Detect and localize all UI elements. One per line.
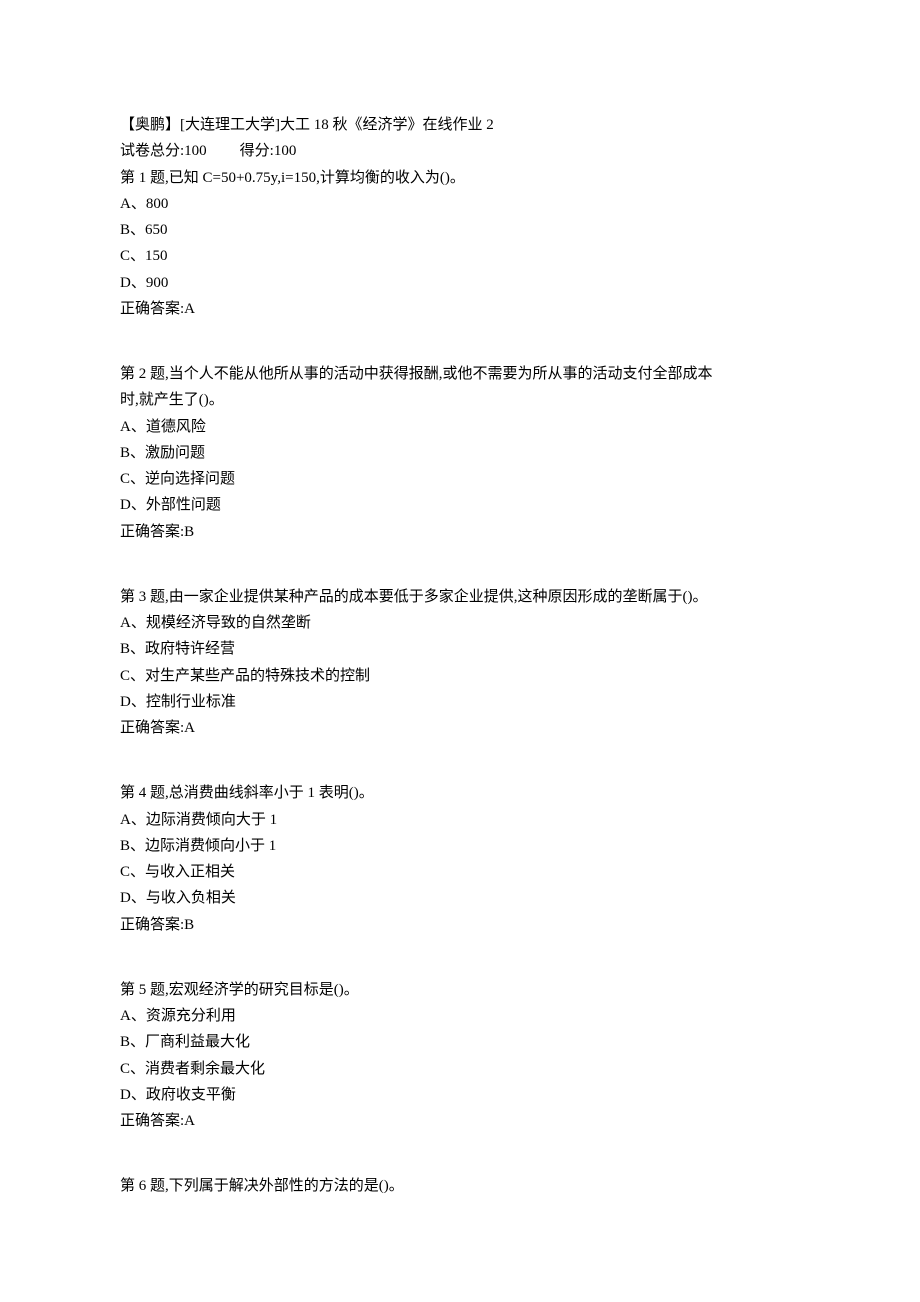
- question-5-answer: 正确答案:A: [120, 1108, 800, 1134]
- question-1-option-a: A、800: [120, 191, 800, 217]
- question-2-option-a: A、道德风险: [120, 414, 800, 440]
- page: 【奥鹏】[大连理工大学]大工 18 秋《经济学》在线作业 2 试卷总分:100得…: [0, 0, 920, 1302]
- score-label: 得分:: [240, 143, 274, 159]
- question-1-option-d: D、900: [120, 270, 800, 296]
- question-4-answer: 正确答案:B: [120, 912, 800, 938]
- question-4-option-b: B、边际消费倾向小于 1: [120, 833, 800, 859]
- question-5-option-b: B、厂商利益最大化: [120, 1029, 800, 1055]
- question-3-option-c: C、对生产某些产品的特殊技术的控制: [120, 663, 800, 689]
- question-3-answer: 正确答案:A: [120, 715, 800, 741]
- question-2-option-c: C、逆向选择问题: [120, 466, 800, 492]
- question-1-option-c: C、150: [120, 243, 800, 269]
- question-2-stem-line-1: 第 2 题,当个人不能从他所从事的活动中获得报酬,或他不需要为所从事的活动支付全…: [120, 361, 800, 387]
- question-3-option-b: B、政府特许经营: [120, 636, 800, 662]
- exam-title: 【奥鹏】[大连理工大学]大工 18 秋《经济学》在线作业 2: [120, 112, 800, 138]
- question-3-stem: 第 3 题,由一家企业提供某种产品的成本要低于多家企业提供,这种原因形成的垄断属…: [120, 584, 800, 610]
- question-5-option-d: D、政府收支平衡: [120, 1082, 800, 1108]
- question-4-option-c: C、与收入正相关: [120, 859, 800, 885]
- total-value: 100: [184, 143, 207, 159]
- question-4-option-d: D、与收入负相关: [120, 885, 800, 911]
- question-2-answer: 正确答案:B: [120, 519, 800, 545]
- total-label: 试卷总分:: [120, 143, 184, 159]
- question-1-option-b: B、650: [120, 217, 800, 243]
- question-1-stem: 第 1 题,已知 C=50+0.75y,i=150,计算均衡的收入为()。: [120, 165, 800, 191]
- question-3-option-d: D、控制行业标准: [120, 689, 800, 715]
- question-5-option-a: A、资源充分利用: [120, 1003, 800, 1029]
- score-value: 100: [274, 143, 297, 159]
- question-4-option-a: A、边际消费倾向大于 1: [120, 807, 800, 833]
- question-1-answer: 正确答案:A: [120, 296, 800, 322]
- question-5-stem: 第 5 题,宏观经济学的研究目标是()。: [120, 977, 800, 1003]
- question-5-option-c: C、消费者剩余最大化: [120, 1056, 800, 1082]
- question-3-option-a: A、规模经济导致的自然垄断: [120, 610, 800, 636]
- question-2-option-b: B、激励问题: [120, 440, 800, 466]
- question-2-option-d: D、外部性问题: [120, 492, 800, 518]
- question-2-stem-line-2: 时,就产生了()。: [120, 387, 800, 413]
- question-6-stem: 第 6 题,下列属于解决外部性的方法的是()。: [120, 1173, 800, 1199]
- score-line: 试卷总分:100得分:100: [120, 138, 800, 164]
- question-4-stem: 第 4 题,总消费曲线斜率小于 1 表明()。: [120, 780, 800, 806]
